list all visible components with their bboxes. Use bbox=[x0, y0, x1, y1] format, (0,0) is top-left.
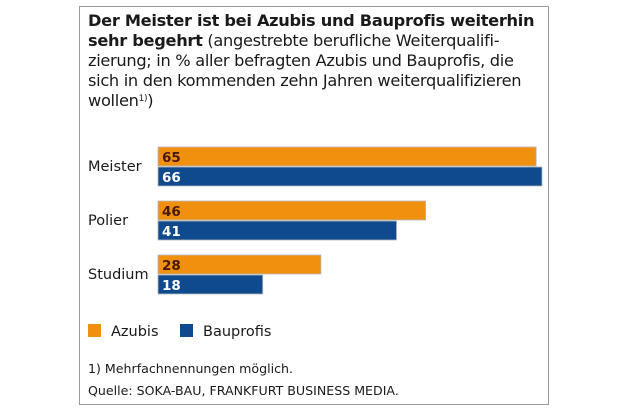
category-label-studium: Studium bbox=[88, 267, 149, 283]
title-close: ) bbox=[147, 91, 154, 110]
category-label-meister: Meister bbox=[88, 159, 142, 175]
bar-studium-azubis bbox=[157, 254, 322, 275]
bar-meister-bauprofis bbox=[157, 166, 543, 187]
legend-label-azubis: Azubis bbox=[111, 324, 159, 340]
data-label-polier-bauprofis: 41 bbox=[162, 224, 181, 240]
title-bold: Der Meister ist bei Azubis und Bauprofis… bbox=[88, 11, 535, 50]
legend-swatch-azubis bbox=[88, 324, 101, 337]
legend-item-bauprofis: Bauprofis bbox=[180, 324, 271, 340]
data-label-studium-azubis: 28 bbox=[162, 258, 181, 274]
title-footnote-marker: 1) bbox=[138, 94, 148, 104]
bar-polier-bauprofis bbox=[157, 220, 397, 241]
bar-studium-bauprofis bbox=[157, 274, 264, 295]
footnote: 1) Mehrfachnennungen möglich. bbox=[88, 361, 294, 376]
chart-frame bbox=[79, 6, 549, 405]
category-label-polier: Polier bbox=[88, 213, 128, 229]
source-note: Quelle: SOKA-BAU, FRANKFURT BUSINESS MED… bbox=[88, 383, 399, 398]
legend-label-bauprofis: Bauprofis bbox=[203, 324, 272, 340]
chart-title: Der Meister ist bei Azubis und Bauprofis… bbox=[88, 11, 548, 111]
title-subtitle: (angestrebte berufliche Weiterqualifi­zi… bbox=[88, 31, 522, 110]
legend-item-azubis: Azubis bbox=[88, 324, 159, 340]
data-label-meister-azubis: 65 bbox=[162, 150, 181, 166]
legend-swatch-bauprofis bbox=[180, 324, 193, 337]
data-label-studium-bauprofis: 18 bbox=[162, 278, 181, 294]
data-label-polier-azubis: 46 bbox=[162, 204, 181, 220]
bar-meister-azubis bbox=[157, 146, 537, 167]
bar-polier-azubis bbox=[157, 200, 427, 221]
data-label-meister-bauprofis: 66 bbox=[162, 170, 181, 186]
